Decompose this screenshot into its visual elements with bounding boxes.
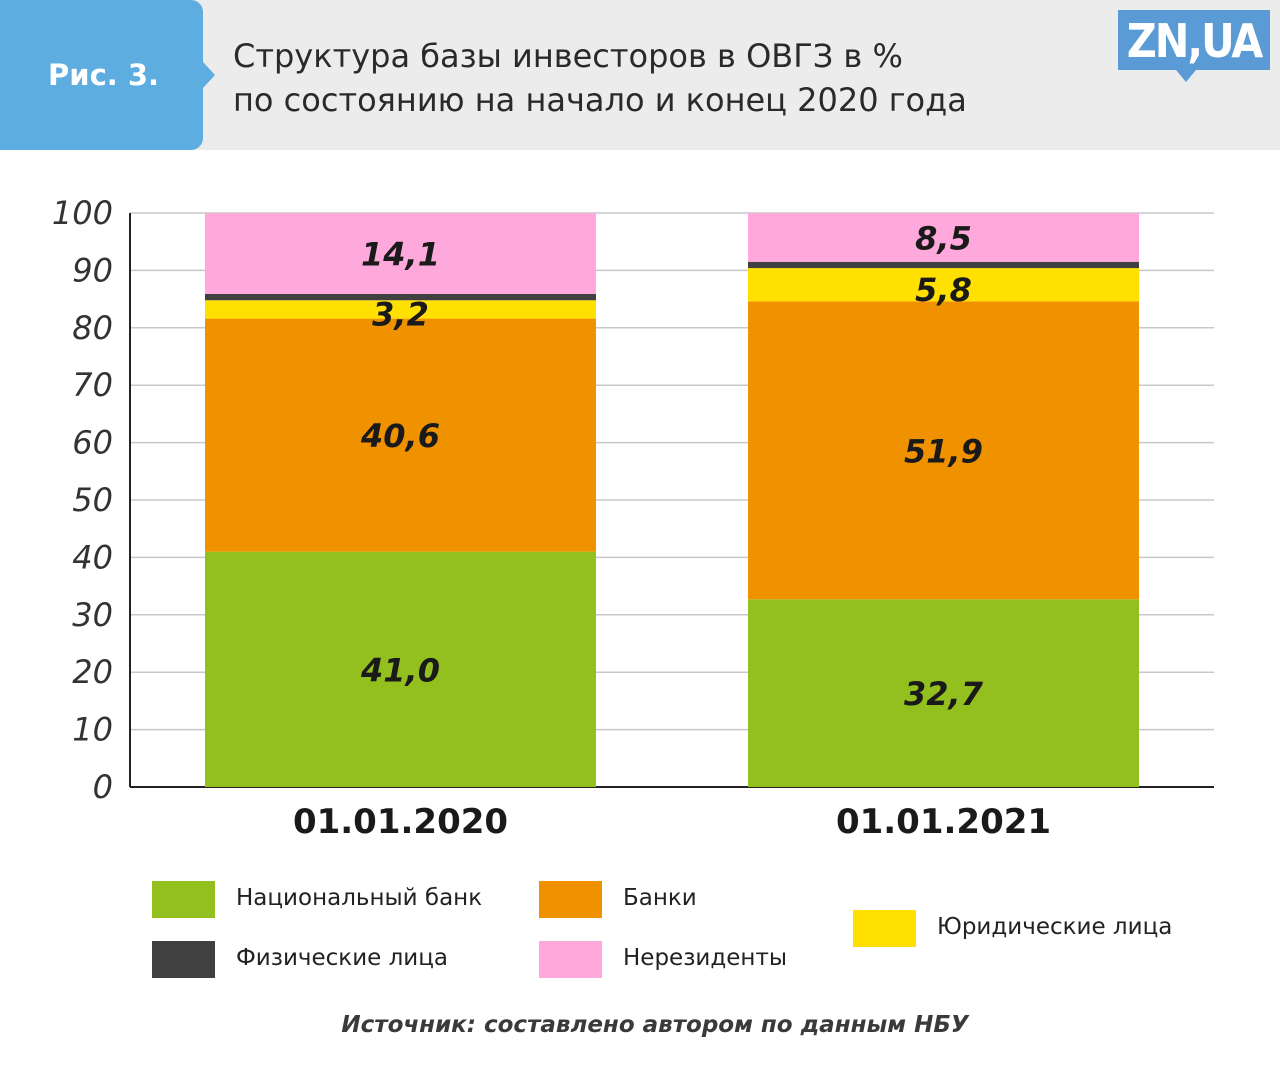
- bar-segment-2-1: [748, 599, 1139, 787]
- figure-label: Рис. 3.: [48, 58, 160, 92]
- data-label-2-2: 51,9: [904, 432, 983, 470]
- data-label-1-1: 41,0: [360, 651, 440, 689]
- legend-swatch-non-residents: [539, 941, 602, 978]
- y-tick-label-60: 60: [72, 424, 113, 462]
- data-label-1-5: 14,1: [361, 235, 440, 273]
- y-tick-label-90: 90: [72, 251, 113, 289]
- legend-swatch-national-bank: [152, 881, 215, 918]
- source-note: Источник: составлено автором по данным Н…: [341, 1012, 969, 1038]
- y-tick-label-80: 80: [72, 309, 113, 347]
- legend-swatch-banks: [539, 881, 602, 918]
- y-tick-label-30: 30: [72, 596, 113, 634]
- bar-segment-2-5: [748, 213, 1139, 262]
- legend-label-legal-entities: Юридические лица: [937, 914, 1173, 940]
- y-tick-label-100: 100: [52, 194, 113, 232]
- figure-tab: [0, 0, 203, 150]
- figure-tab-arrow: [203, 62, 215, 88]
- data-labels: 41,0 40,6 3,2 14,1 32,7 51,9 5,8 8,5: [360, 219, 984, 713]
- legend-label-individuals: Физические лица: [236, 945, 449, 971]
- legend-label-banks: Банки: [623, 885, 697, 911]
- data-label-2-3: 5,8: [915, 271, 972, 309]
- x-category-label-1: 01.01.2020: [293, 802, 508, 842]
- y-tick-label-50: 50: [72, 481, 113, 519]
- x-category-label-2: 01.01.2021: [836, 802, 1051, 842]
- bar-segment-1-5: [205, 213, 596, 294]
- data-label-1-2: 40,6: [360, 417, 440, 455]
- logo-tail: [1176, 70, 1196, 82]
- bar-segment-2-3: [748, 268, 1139, 302]
- bar-segment-1-3: [205, 300, 596, 319]
- data-label-2-5: 8,5: [915, 219, 972, 257]
- zn-ua-logo: ZN,UA: [1118, 10, 1270, 70]
- y-tick-label-40: 40: [72, 538, 113, 576]
- bar-segment-2-4: [748, 261, 1139, 269]
- legend-swatch-individuals: [152, 941, 215, 978]
- y-tick-label-20: 20: [72, 653, 113, 691]
- data-label-1-3: 3,2: [372, 295, 429, 333]
- chart-title: Структура базы инвесторов в ОВГЗ в % по …: [233, 34, 1033, 122]
- legend-swatch-legal-entities: [853, 910, 916, 947]
- bar-segment-2-2: [748, 301, 1139, 600]
- x-axis-labels: 01.01.2020 01.01.2021: [293, 802, 1051, 842]
- chart-title-line1: Структура базы инвесторов в ОВГЗ в %: [233, 37, 903, 75]
- y-tick-label-0: 0: [93, 768, 113, 806]
- bar-segment-1-4: [205, 293, 596, 301]
- bar-segment-1-1: [205, 551, 596, 787]
- legend-label-non-residents: Нерезиденты: [623, 945, 788, 971]
- y-axis-ticks: 0 10 20 30 40 50 60 70 80 90 100: [52, 194, 113, 806]
- bars: [205, 213, 1139, 787]
- y-tick-label-70: 70: [72, 366, 113, 404]
- logo-text: ZN,UA: [1126, 14, 1264, 68]
- y-tick-label-10: 10: [72, 711, 113, 749]
- legend-label-national-bank: Национальный банк: [236, 885, 483, 911]
- bar-segment-1-2: [205, 318, 596, 552]
- data-label-2-1: 32,7: [904, 675, 984, 713]
- chart-title-line2: по состоянию на начало и конец 2020 года: [233, 81, 967, 119]
